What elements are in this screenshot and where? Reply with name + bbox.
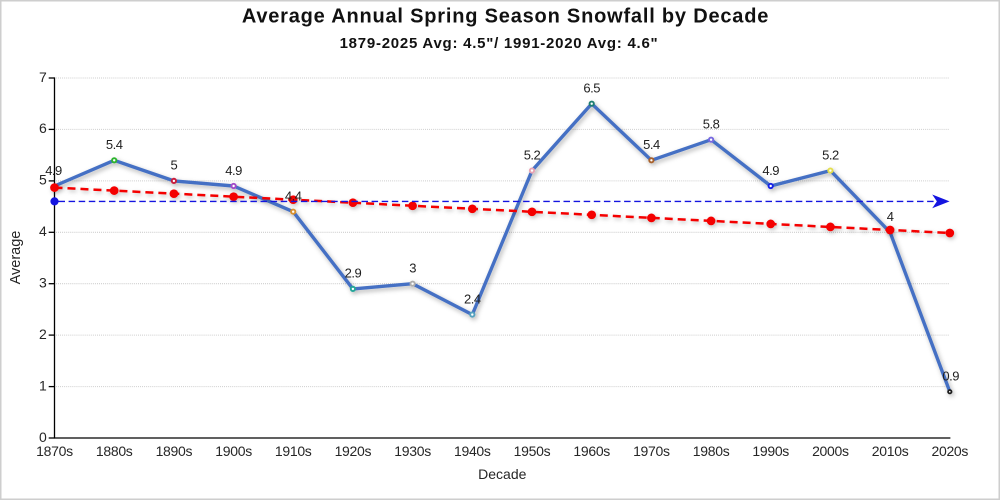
svg-text:1890s: 1890s: [156, 443, 193, 459]
svg-text:1970s: 1970s: [633, 443, 670, 459]
svg-text:2.4: 2.4: [464, 291, 481, 306]
svg-text:5.2: 5.2: [822, 147, 839, 162]
svg-text:5: 5: [39, 172, 47, 188]
svg-text:Average: Average: [8, 231, 24, 285]
svg-text:4.9: 4.9: [762, 163, 779, 178]
svg-text:1920s: 1920s: [335, 443, 372, 459]
svg-text:5.4: 5.4: [106, 137, 123, 152]
svg-text:1870s: 1870s: [36, 443, 73, 459]
svg-text:1880s: 1880s: [96, 443, 133, 459]
svg-text:1940s: 1940s: [454, 443, 491, 459]
svg-text:5.8: 5.8: [703, 117, 720, 132]
svg-text:1980s: 1980s: [693, 443, 730, 459]
svg-text:5.4: 5.4: [643, 137, 660, 152]
svg-text:3: 3: [409, 261, 416, 276]
svg-text:6: 6: [39, 120, 47, 136]
svg-text:1930s: 1930s: [394, 443, 431, 459]
svg-text:5.2: 5.2: [524, 147, 541, 162]
svg-text:Average Annual Spring Season S: Average Annual Spring Season Snowfall by…: [242, 6, 769, 28]
svg-text:4.4: 4.4: [285, 189, 302, 204]
svg-text:1960s: 1960s: [573, 443, 610, 459]
svg-text:5: 5: [171, 158, 178, 173]
svg-text:3: 3: [39, 275, 47, 291]
svg-text:4: 4: [887, 209, 894, 224]
svg-text:7: 7: [39, 69, 47, 85]
svg-text:1910s: 1910s: [275, 443, 312, 459]
svg-text:2: 2: [39, 326, 47, 342]
svg-text:2.9: 2.9: [345, 266, 362, 281]
svg-text:1879-2025 Avg: 4.5"/ 1991-2020: 1879-2025 Avg: 4.5"/ 1991-2020 Avg: 4.6": [340, 35, 659, 52]
svg-text:1950s: 1950s: [514, 443, 551, 459]
svg-text:2000s: 2000s: [812, 443, 849, 459]
svg-text:0: 0: [39, 429, 47, 445]
svg-text:4.9: 4.9: [225, 163, 242, 178]
svg-text:0.9: 0.9: [942, 369, 959, 384]
svg-text:6.5: 6.5: [583, 81, 600, 96]
svg-text:1: 1: [39, 377, 47, 393]
svg-text:2020s: 2020s: [931, 443, 968, 459]
svg-text:2010s: 2010s: [872, 443, 909, 459]
svg-text:1990s: 1990s: [752, 443, 789, 459]
svg-text:4: 4: [39, 223, 47, 239]
svg-text:1900s: 1900s: [215, 443, 252, 459]
svg-text:Decade: Decade: [478, 466, 526, 482]
svg-text:4.9: 4.9: [45, 163, 62, 178]
